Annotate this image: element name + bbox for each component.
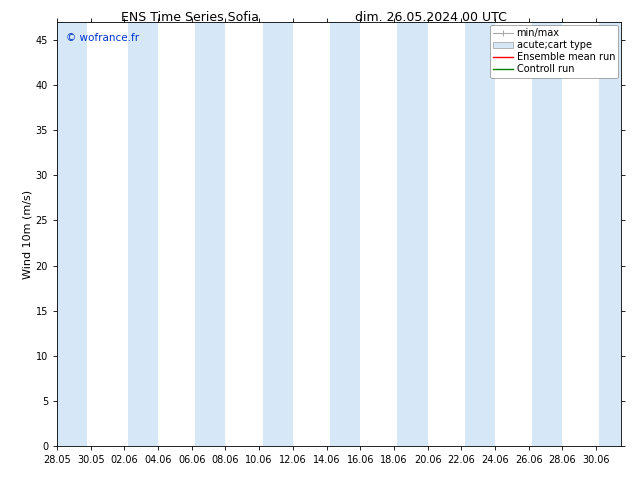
Bar [57, 22, 87, 446]
Legend: min/max, acute;cart type, Ensemble mean run, Controll run: min/max, acute;cart type, Ensemble mean … [489, 25, 618, 77]
Text: ENS Time Series Sofia: ENS Time Series Sofia [121, 11, 259, 24]
Y-axis label: Wind 10m (m/s): Wind 10m (m/s) [23, 190, 33, 278]
Text: dim. 26.05.2024 00 UTC: dim. 26.05.2024 00 UTC [355, 11, 507, 24]
Bar [262, 22, 293, 446]
Bar [398, 22, 427, 446]
Bar [465, 22, 495, 446]
Bar [195, 22, 226, 446]
Text: © wofrance.fr: © wofrance.fr [65, 33, 139, 43]
Bar [128, 22, 158, 446]
Bar [532, 22, 562, 446]
Bar [599, 22, 621, 446]
Bar [330, 22, 360, 446]
